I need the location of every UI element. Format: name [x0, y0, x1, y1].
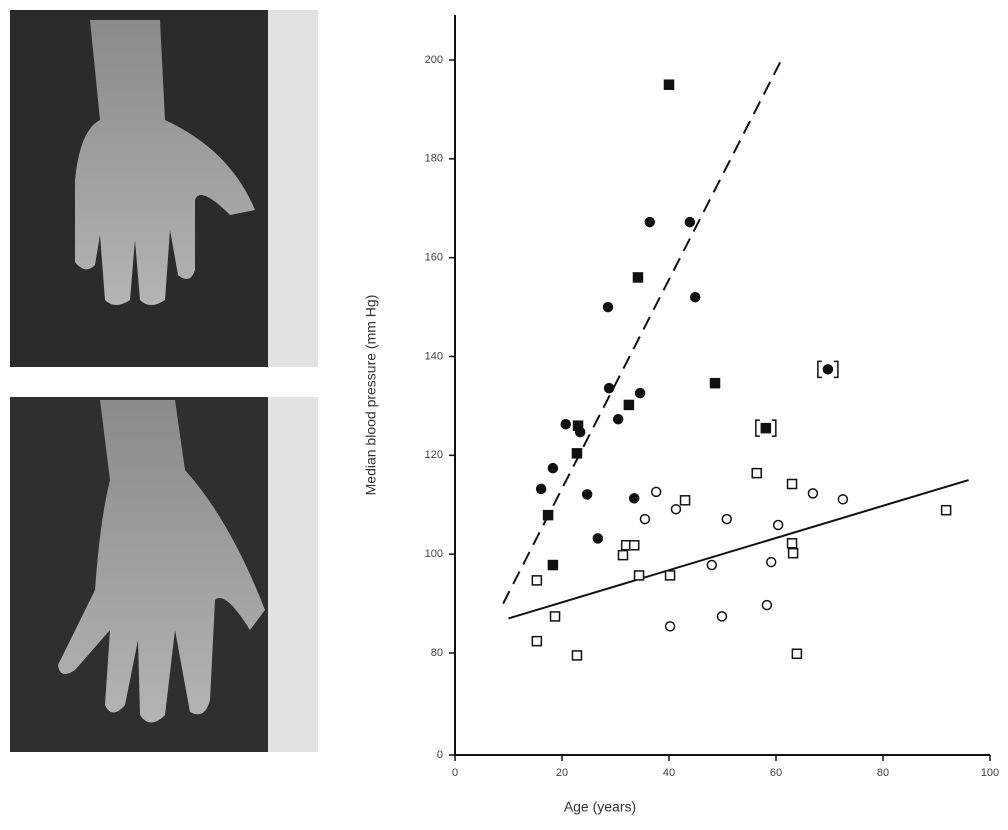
x-tick-label: 100 [981, 767, 999, 779]
y-tick-label: 200 [425, 54, 443, 66]
y-axis-label: Median blood pressure (mm Hg) [363, 295, 379, 496]
point [681, 496, 690, 505]
point [717, 612, 726, 621]
figure: Age (years) Median blood pressure (mm Hg… [0, 0, 1008, 825]
point [548, 464, 557, 473]
point [792, 649, 801, 658]
point [685, 218, 694, 227]
point [636, 389, 645, 398]
point [711, 379, 720, 388]
point [630, 541, 639, 550]
point [823, 365, 832, 374]
y-tick-label: 80 [431, 647, 443, 659]
point [604, 303, 613, 312]
point [752, 469, 761, 478]
point [548, 561, 557, 570]
point [665, 80, 674, 89]
point [532, 637, 541, 646]
point [666, 571, 675, 580]
point [645, 218, 654, 227]
point [544, 511, 553, 520]
point [605, 384, 614, 393]
point [583, 490, 592, 499]
y-tick-label: 160 [425, 252, 443, 264]
point [788, 539, 797, 548]
x-tick-label: 40 [663, 767, 675, 779]
x-tick-label: 80 [877, 767, 889, 779]
point [838, 495, 847, 504]
photo-top [10, 10, 318, 367]
y-tick-label: 0 [437, 749, 443, 761]
point [761, 424, 770, 433]
point [691, 293, 700, 302]
point [788, 479, 797, 488]
point [551, 612, 560, 621]
x-tick-label: 60 [770, 767, 782, 779]
y-tick-label: 180 [425, 153, 443, 165]
x-tick-label: 20 [556, 767, 568, 779]
point [942, 506, 951, 515]
point [666, 622, 675, 631]
y-tick-label: 120 [425, 449, 443, 461]
point [671, 505, 680, 514]
point [618, 551, 627, 560]
x-axis-label: Age (years) [564, 799, 636, 815]
point [762, 601, 771, 610]
point [774, 521, 783, 530]
point [614, 415, 623, 424]
photo-bottom [10, 397, 318, 752]
point [576, 428, 585, 437]
point [630, 494, 639, 503]
point [561, 420, 570, 429]
point [572, 449, 581, 458]
y-tick-label: 140 [425, 350, 443, 362]
point [707, 561, 716, 570]
y-tick-label: 100 [425, 548, 443, 560]
point [640, 515, 649, 524]
x-tick-label: 0 [452, 767, 458, 779]
point [532, 576, 541, 585]
point [572, 651, 581, 660]
point [789, 549, 798, 558]
point [767, 558, 776, 567]
point [537, 484, 546, 493]
point [722, 515, 731, 524]
point [624, 400, 633, 409]
point [593, 534, 602, 543]
point [635, 571, 644, 580]
point [808, 489, 817, 498]
trend-line [509, 480, 969, 618]
point [652, 487, 661, 496]
point [633, 273, 642, 282]
